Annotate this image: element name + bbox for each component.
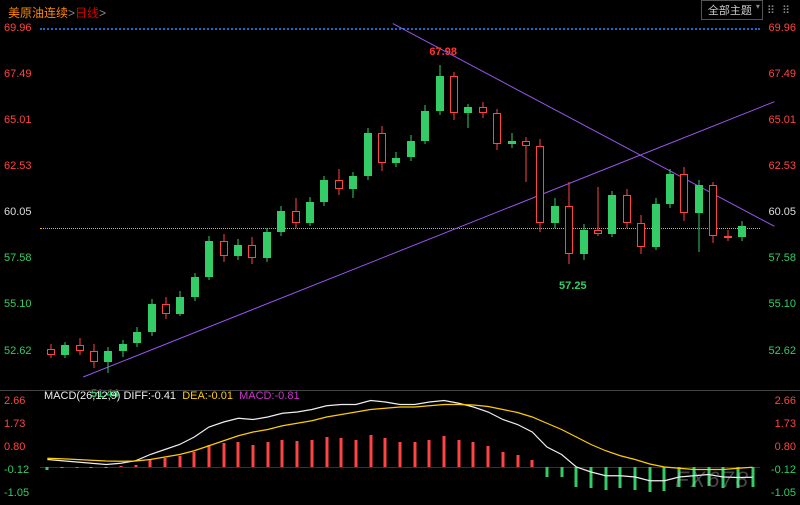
macd-dea: DEA:-0.01 (182, 390, 233, 402)
y-tick-label: 65.01 (4, 114, 36, 126)
y-tick-label: 60.05 (4, 206, 36, 218)
chart-title: 美原油连续>日线> (8, 4, 106, 21)
y-tick-label: 57.58 (4, 252, 36, 264)
y-tick-label: 55.10 (764, 298, 796, 310)
y-tick-label: 60.05 (764, 206, 796, 218)
macd-diff: DIFF:-0.41 (123, 390, 176, 402)
macd-y-tick: 2.66 (4, 395, 36, 407)
y-tick-label: 55.10 (4, 298, 36, 310)
macd-chart: MACD(26,12,9) DIFF:-0.41 DEA:-0.01 MACD:… (0, 392, 800, 502)
y-tick-label: 67.49 (4, 68, 36, 80)
title-timeframe: 日线 (75, 6, 99, 20)
macd-value: MACD:-0.81 (239, 390, 300, 402)
y-tick-label: 69.96 (4, 22, 36, 34)
price-plot-area[interactable]: 51.4467.9857.25 (40, 18, 760, 390)
price-annotation: 67.98 (429, 46, 457, 58)
macd-y-tick: 1.73 (764, 418, 796, 430)
macd-y-axis-left: 2.66 1.73 0.80 -0.12 -1.05 (0, 392, 40, 502)
price-chart: 69.96 67.49 65.01 62.53 60.05 57.58 55.10 52.62… (0, 18, 800, 390)
y-tick-label: 65.01 (764, 114, 796, 126)
y-tick-label: 52.62 (4, 345, 36, 357)
macd-y-tick: 2.66 (764, 395, 796, 407)
y-axis-right: 69.96 67.49 65.01 62.53 60.05 57.58 55.10 52.62 (760, 18, 800, 390)
macd-params: MACD(26,12,9) (44, 390, 120, 402)
macd-y-tick: 0.80 (4, 441, 36, 453)
macd-y-tick: -0.12 (4, 464, 36, 476)
macd-plot-area[interactable] (40, 392, 760, 502)
price-annotation: 57.25 (559, 280, 587, 292)
y-tick-label: 62.53 (4, 160, 36, 172)
y-tick-label: 67.49 (764, 68, 796, 80)
macd-lines-layer (40, 392, 760, 502)
title-symbol: 美原油连续 (8, 6, 68, 20)
y-axis-left: 69.96 67.49 65.01 62.53 60.05 57.58 55.10 52.62 (0, 18, 40, 390)
top-toolbar: 全部主题 ⠿ ⠿ (701, 0, 792, 20)
macd-y-axis-right: 2.66 1.73 0.80 -0.12 -1.05 (760, 392, 800, 502)
theme-select[interactable]: 全部主题 (701, 0, 763, 20)
macd-y-tick: 0.80 (764, 441, 796, 453)
macd-y-tick: -1.05 (4, 487, 36, 499)
macd-y-tick: -0.12 (764, 464, 796, 476)
macd-y-tick: 1.73 (4, 418, 36, 430)
macd-y-tick: -1.05 (764, 487, 796, 499)
y-tick-label: 62.53 (764, 160, 796, 172)
y-tick-label: 57.58 (764, 252, 796, 264)
y-tick-label: 52.62 (764, 345, 796, 357)
y-tick-label: 69.96 (764, 22, 796, 34)
macd-header: MACD(26,12,9) DIFF:-0.41 DEA:-0.01 MACD:… (44, 390, 300, 402)
toolbar-grip-icon[interactable]: ⠿ ⠿ (767, 4, 792, 17)
